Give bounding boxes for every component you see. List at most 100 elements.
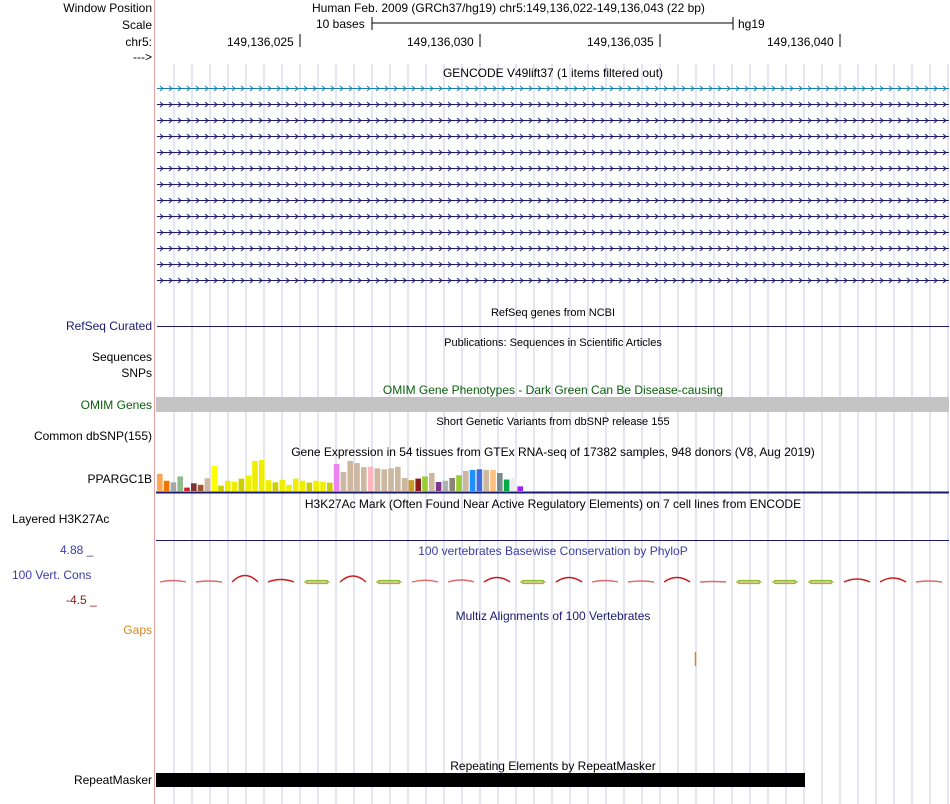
omim-label[interactable]: OMIM Genes: [80, 398, 152, 412]
multiz-title: Multiz Alignments of 100 Vertebrates: [455, 609, 651, 623]
h3k27ac-label[interactable]: Layered H3K27Ac: [12, 512, 110, 526]
gtex-tissue-bar: [401, 477, 408, 491]
gtex-tissue-bar: [483, 469, 489, 491]
publications-sequences-label[interactable]: Sequences: [91, 350, 152, 364]
gtex-tissue-bar: [354, 463, 360, 491]
phylop-score-mark: [809, 579, 833, 585]
phylop-score-mark: [411, 579, 439, 583]
phylop-score-mark: [737, 579, 761, 585]
repeatmasker-label[interactable]: RepeatMasker: [73, 773, 152, 787]
gene-strand-arrows: [159, 117, 947, 124]
gene-strand-arrows: [159, 133, 947, 140]
gene-strand-arrows: [159, 213, 947, 220]
gtex-tissue-bar: [252, 460, 258, 491]
gene-strand-arrows: [159, 149, 947, 156]
gtex-tissue-bar: [422, 476, 428, 491]
gtex-tissue-bar: [333, 464, 340, 491]
gtex-tissue-bar: [265, 480, 272, 491]
phylop-score-mark: [879, 577, 907, 583]
gtex-tissue-bar: [388, 468, 394, 491]
gtex-tissue-bar: [381, 469, 387, 491]
publications-snps-label[interactable]: SNPs: [121, 366, 152, 380]
gene-strand-arrows: [159, 85, 947, 92]
refseq-title: RefSeq genes from NCBI: [490, 307, 616, 319]
gtex-tissue-bar: [361, 467, 367, 491]
dbsnp-title: Short Genetic Variants from dbSNP releas…: [436, 416, 670, 428]
phylop-score-mark: [305, 579, 329, 585]
coord-tick-1: 149,136,025: [227, 35, 294, 49]
gencode-title: GENCODE V49lift37 (1 items filtered out): [442, 66, 664, 80]
gtex-tissue-bar: [490, 469, 496, 491]
phylop-score-mark: [483, 576, 511, 583]
gtex-tissue-bar: [503, 479, 510, 491]
scale-assembly-text: hg19: [738, 17, 765, 31]
phylop-score-mark: [159, 579, 187, 583]
phylop-label[interactable]: 100 Vert. Cons: [12, 568, 92, 582]
gtex-tissue-bar: [476, 469, 483, 491]
phylop-score-mark: [377, 579, 401, 585]
gene-strand-arrows: [159, 245, 947, 252]
gtex-tissue-bar: [293, 478, 299, 491]
phylop-score-mark: [773, 579, 797, 585]
phylop-score-mark: [627, 580, 655, 583]
phylop-score-mark: [663, 576, 691, 583]
gtex-tissue-bar: [272, 482, 279, 491]
gtex-tissue-bar: [286, 484, 292, 491]
coord-tick-3: 149,136,035: [587, 35, 654, 49]
gtex-tissue-bar: [204, 478, 211, 491]
phylop-score-mark: [521, 579, 545, 585]
assembly-position-text: Human Feb. 2009 (GRCh37/hg19) chr5:149,1…: [312, 1, 705, 15]
dbsnp-label[interactable]: Common dbSNP(155): [33, 429, 152, 443]
repeatmasker-bar: [156, 773, 805, 787]
gtex-tissue-bar: [245, 475, 251, 491]
phylop-score-mark: [915, 580, 943, 583]
coord-tick-4: 149,136,040: [767, 35, 834, 49]
gtex-tissue-bar: [177, 476, 183, 491]
gtex-tissue-bar: [320, 481, 326, 491]
gtex-tissue-bar: [442, 480, 449, 491]
gtex-tissue-bar: [157, 473, 163, 491]
gtex-tissue-bar: [184, 487, 190, 491]
gtex-tissue-bar: [497, 473, 503, 491]
gtex-tissue-bar: [469, 469, 476, 491]
gtex-tissue-bar: [347, 460, 353, 491]
gene-strand-arrows: [159, 261, 947, 268]
gtex-tissue-bar: [374, 468, 381, 491]
window-position-label: Window Position: [63, 1, 152, 15]
gene-strand-arrows: [159, 165, 947, 172]
gtex-label[interactable]: PPARGC1B: [87, 472, 152, 486]
phylop-score-mark: [699, 580, 727, 583]
gtex-tissue-bar: [259, 460, 265, 491]
gtex-tissue-bar: [231, 481, 238, 491]
gene-strand-arrows: [159, 229, 947, 236]
gtex-tissue-bar: [463, 470, 469, 491]
gene-strand-arrows: [159, 277, 947, 284]
gtex-tissue-bar: [238, 478, 245, 491]
gtex-tissue-bar: [197, 484, 204, 491]
gtex-tissue-bar: [299, 480, 306, 491]
gtex-tissue-bar: [449, 477, 455, 491]
phylop-score-mark: [267, 578, 295, 583]
phylop-score-mark: [555, 576, 583, 583]
gtex-tissue-bar: [408, 480, 415, 491]
phylop-score-mark: [591, 579, 619, 583]
phylop-score-mark: [195, 580, 223, 583]
gene-strand-arrows: [159, 197, 947, 204]
strand-label: --->: [133, 50, 152, 64]
gtex-tissue-bar: [218, 485, 224, 491]
repeatmasker-title: Repeating Elements by RepeatMasker: [450, 759, 656, 773]
gtex-tissue-bar: [340, 472, 347, 491]
gtex-tissue-bar: [163, 480, 170, 491]
multiz-gaps-label: Gaps: [123, 623, 152, 637]
phylop-score-mark: [231, 574, 259, 583]
h3k27ac-title: H3K27Ac Mark (Often Found Near Active Re…: [304, 497, 802, 511]
phylop-score-mark: [447, 579, 475, 583]
refseq-label[interactable]: RefSeq Curated: [65, 319, 152, 333]
scale-bases-text: 10 bases: [316, 17, 365, 31]
coord-tick-2: 149,136,030: [407, 35, 474, 49]
publications-title: Publications: Sequences in Scientific Ar…: [444, 337, 662, 349]
phylop-score-mark: [843, 578, 871, 583]
gtex-tissue-bar: [429, 473, 435, 491]
